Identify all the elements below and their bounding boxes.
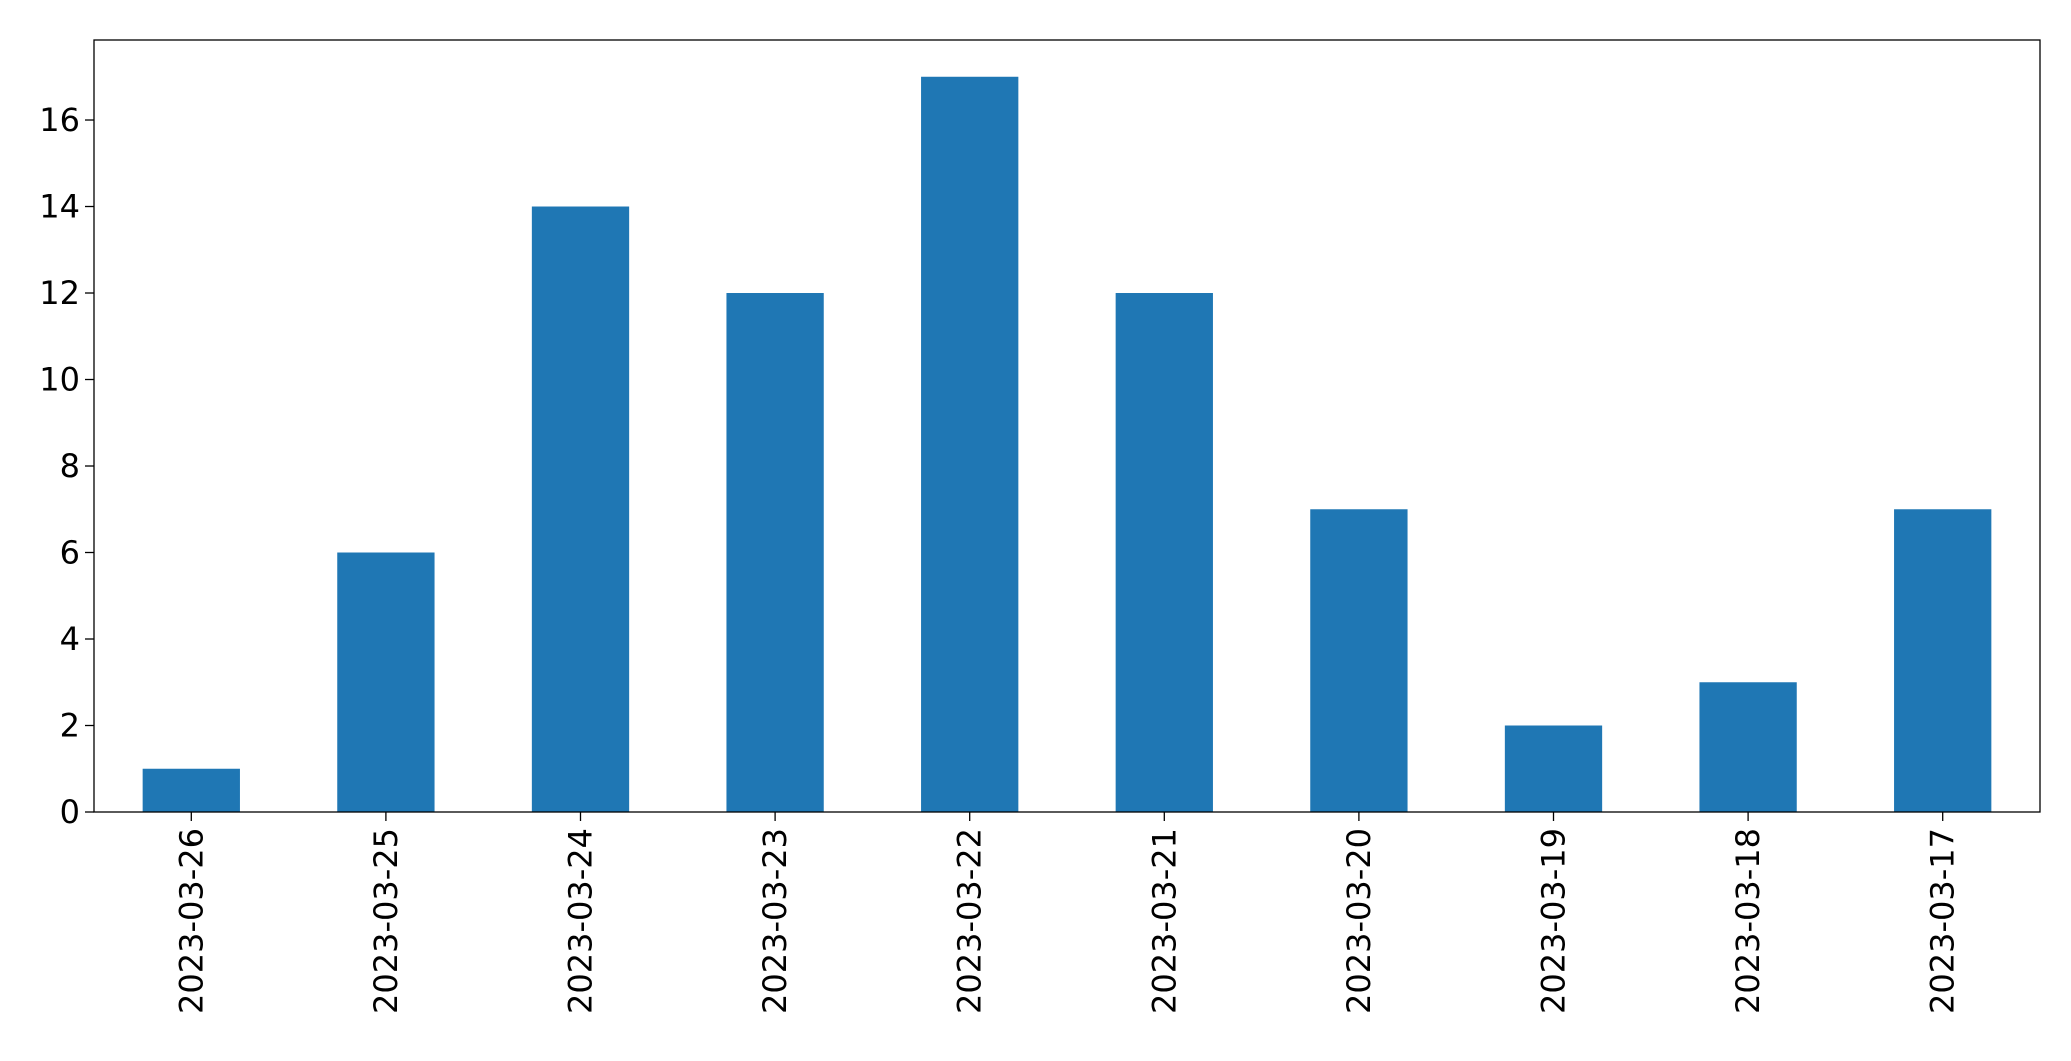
bar bbox=[531, 206, 630, 812]
x-tick-label: 2023-03-18 bbox=[1729, 828, 1767, 1014]
bar bbox=[142, 768, 240, 812]
bar bbox=[726, 293, 824, 812]
x-tick-label: 2023-03-26 bbox=[172, 828, 210, 1014]
x-tick-label: 2023-03-19 bbox=[1535, 828, 1573, 1014]
x-tick-label: 2023-03-22 bbox=[951, 828, 989, 1014]
x-tick-label: 2023-03-17 bbox=[1924, 828, 1962, 1014]
bar bbox=[921, 76, 1019, 812]
x-tick-label: 2023-03-24 bbox=[562, 828, 600, 1014]
y-tick-label: 14 bbox=[39, 188, 80, 226]
x-tick-label: 2023-03-21 bbox=[1145, 828, 1183, 1014]
y-tick-label: 12 bbox=[39, 274, 80, 312]
y-tick-label: 10 bbox=[39, 361, 80, 399]
y-tick-label: 6 bbox=[60, 534, 80, 572]
y-tick-label: 8 bbox=[60, 447, 80, 485]
y-tick-label: 0 bbox=[60, 793, 80, 831]
x-tick-label: 2023-03-25 bbox=[367, 828, 405, 1014]
bar bbox=[1115, 293, 1213, 812]
y-tick-label: 4 bbox=[60, 620, 80, 658]
bar bbox=[1504, 725, 1603, 812]
bar bbox=[337, 552, 435, 812]
x-tick-label: 2023-03-23 bbox=[756, 828, 794, 1014]
y-tick-label: 2 bbox=[60, 707, 80, 745]
bar bbox=[1699, 682, 1797, 812]
bar bbox=[1310, 509, 1408, 812]
y-tick-label: 16 bbox=[39, 101, 80, 139]
bar bbox=[1894, 509, 1992, 812]
plot-frame bbox=[93, 39, 2041, 813]
x-tick-label: 2023-03-20 bbox=[1340, 828, 1378, 1014]
